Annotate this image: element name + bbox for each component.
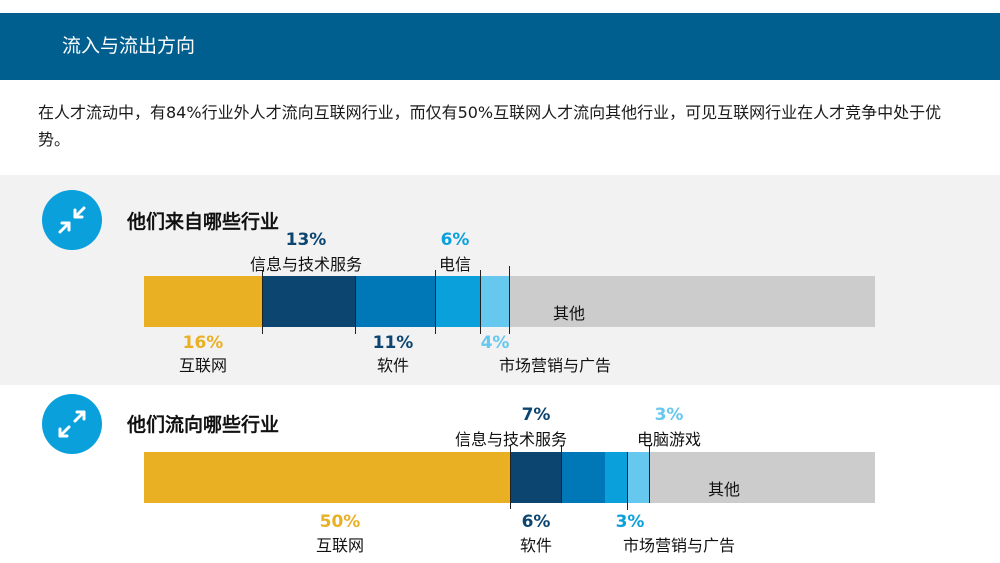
outflow-pct-marketing: 3% [615, 512, 645, 532]
inflow-divider [480, 270, 481, 334]
outflow-label-games: 电脑游戏 [636, 430, 702, 449]
arrows-outward-icon [42, 394, 102, 454]
page-title: 流入与流出方向 [62, 35, 196, 57]
inflow-label-telecom: 电信 [438, 255, 472, 274]
inflow-label-other: 其他 [553, 304, 586, 323]
inflow-label-marketing: 市场营销与广告 [498, 356, 612, 375]
outflow-segment-marketing [605, 452, 627, 503]
outflow-divider [561, 445, 562, 503]
inflow-title: 他们来自哪些行业 [127, 211, 280, 233]
outflow-pct-games: 3% [654, 405, 684, 425]
inflow-divider [262, 270, 263, 334]
outflow-pct-it-services: 7% [521, 405, 551, 425]
arrows-inward-icon [42, 190, 102, 250]
inflow-segment-software [355, 276, 435, 327]
inflow-pct-software: 11% [372, 333, 414, 353]
intro-paragraph: 在人才流动中，有84%行业外人才流向互联网行业，而仅有50%互联网人才流向其他行… [38, 103, 942, 149]
outflow-segment-software [561, 452, 605, 503]
inflow-pct-telecom: 6% [440, 230, 470, 250]
outflow-pct-software: 6% [521, 512, 551, 532]
inflow-pct-it-services: 13% [285, 230, 327, 250]
header-bar: 流入与流出方向 [0, 13, 1000, 80]
inflow-segment-marketing [480, 276, 509, 327]
outflow-segment-other [649, 452, 875, 503]
outflow-label-other: 其他 [708, 480, 741, 499]
inflow-label-software: 软件 [376, 356, 410, 375]
inflow-segment-telecom [435, 276, 480, 327]
outflow-label-internet: 互联网 [315, 536, 365, 555]
inflow-pct-marketing: 4% [480, 333, 510, 353]
outflow-segment-internet [144, 452, 510, 503]
inflow-label-internet: 互联网 [178, 356, 228, 375]
inflow-bar [144, 276, 875, 327]
outflow-pct-internet: 50% [319, 512, 361, 532]
outflow-label-marketing: 市场营销与广告 [622, 536, 736, 555]
inflow-segment-other [509, 276, 875, 327]
outflow-divider [649, 445, 650, 503]
outflow-label-it-services: 信息与技术服务 [454, 430, 568, 449]
outflow-title: 他们流向哪些行业 [127, 414, 280, 436]
inflow-divider [435, 270, 436, 334]
outflow-divider [510, 445, 511, 509]
inflow-segment-internet [144, 276, 262, 327]
outflow-label-software: 软件 [519, 536, 553, 555]
inflow-pct-internet: 16% [182, 333, 224, 353]
outflow-segment-games [627, 452, 649, 503]
inflow-divider [355, 276, 356, 334]
outflow-bar [144, 452, 875, 503]
inflow-segment-it-services [262, 276, 355, 327]
inflow-divider [509, 266, 510, 334]
outflow-segment-it-services [510, 452, 561, 503]
inflow-label-it-services: 信息与技术服务 [249, 255, 363, 274]
outflow-divider [627, 452, 628, 510]
